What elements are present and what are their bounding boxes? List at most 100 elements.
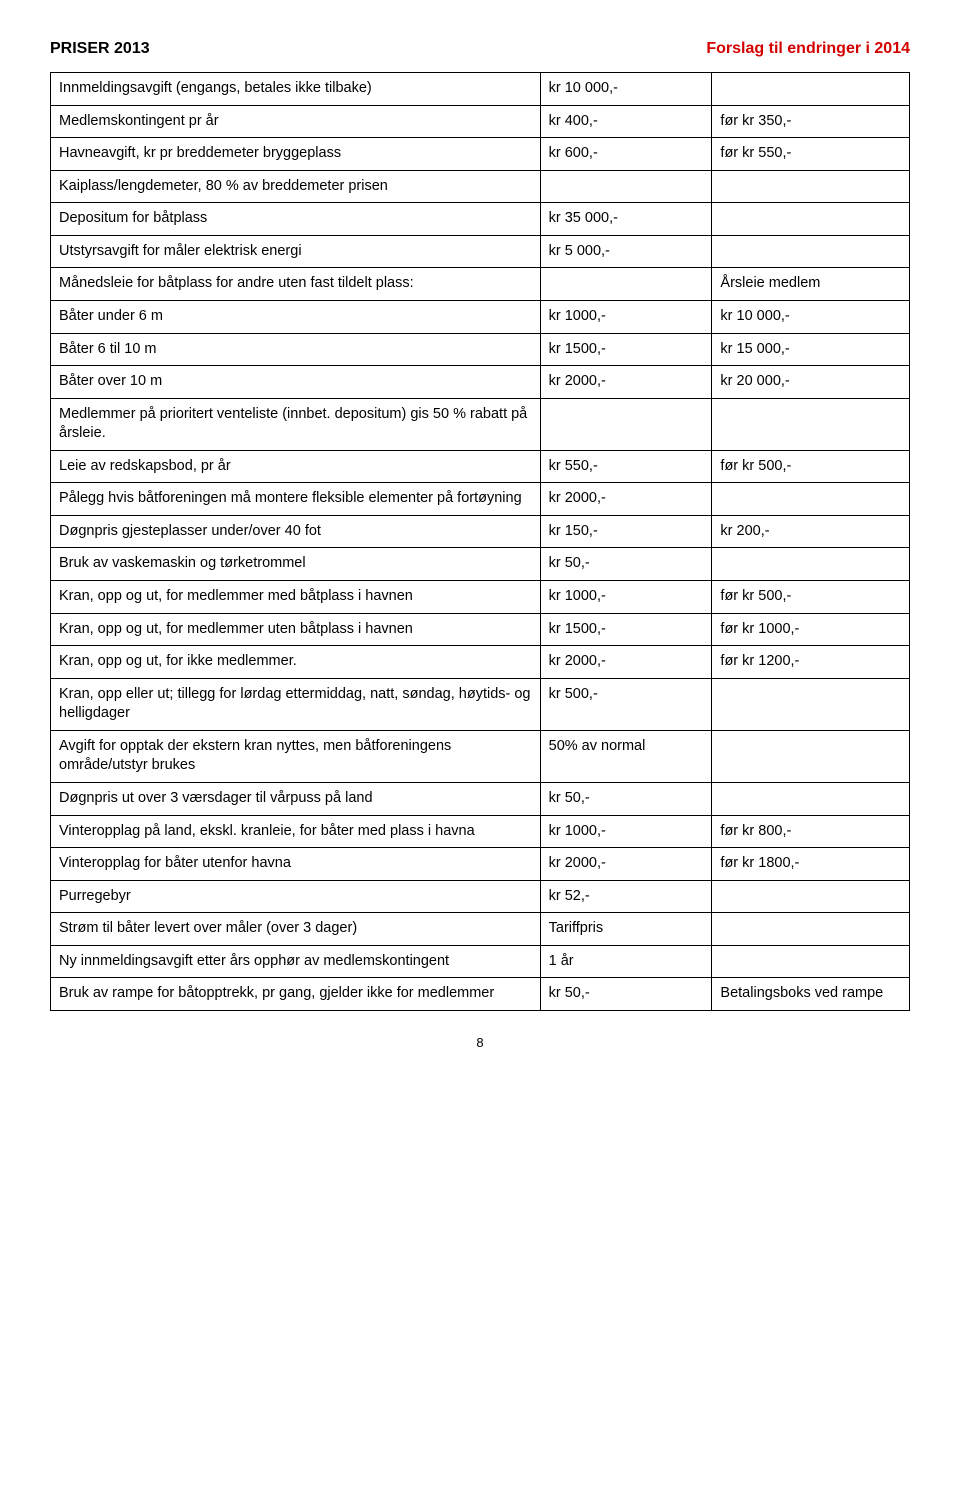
- description-cell: Kran, opp og ut, for medlemmer uten båtp…: [51, 613, 541, 646]
- note-cell: kr 15 000,-: [712, 333, 910, 366]
- table-row: Pålegg hvis båtforeningen må montere fle…: [51, 483, 910, 516]
- table-row: Purregebyrkr 52,-: [51, 880, 910, 913]
- table-row: Innmeldingsavgift (engangs, betales ikke…: [51, 73, 910, 106]
- description-cell: Bruk av rampe for båtopptrekk, pr gang, …: [51, 978, 541, 1011]
- description-cell: Innmeldingsavgift (engangs, betales ikke…: [51, 73, 541, 106]
- price-cell: kr 1000,-: [540, 300, 712, 333]
- price-cell: kr 150,-: [540, 515, 712, 548]
- description-cell: Båter 6 til 10 m: [51, 333, 541, 366]
- table-row: Vinteropplag for båter utenfor havnakr 2…: [51, 848, 910, 881]
- note-cell: før kr 1200,-: [712, 646, 910, 679]
- description-cell: Vinteropplag på land, ekskl. kranleie, f…: [51, 815, 541, 848]
- note-cell: [712, 203, 910, 236]
- description-cell: Depositum for båtplass: [51, 203, 541, 236]
- note-cell: før kr 1800,-: [712, 848, 910, 881]
- table-row: Havneavgift, kr pr breddemeter bryggepla…: [51, 138, 910, 171]
- description-cell: Kaiplass/lengdemeter, 80 % av breddemete…: [51, 170, 541, 203]
- table-row: Medlemmer på prioritert venteliste (innb…: [51, 398, 910, 450]
- description-cell: Medlemmer på prioritert venteliste (innb…: [51, 398, 541, 450]
- description-cell: Månedsleie for båtplass for andre uten f…: [51, 268, 541, 301]
- price-cell: kr 1000,-: [540, 815, 712, 848]
- description-cell: Purregebyr: [51, 880, 541, 913]
- table-row: Kran, opp og ut, for medlemmer uten båtp…: [51, 613, 910, 646]
- table-row: Vinteropplag på land, ekskl. kranleie, f…: [51, 815, 910, 848]
- price-cell: kr 1000,-: [540, 581, 712, 614]
- note-cell: [712, 170, 910, 203]
- price-cell: [540, 398, 712, 450]
- price-cell: kr 2000,-: [540, 848, 712, 881]
- price-cell: kr 2000,-: [540, 366, 712, 399]
- table-row: Bruk av rampe for båtopptrekk, pr gang, …: [51, 978, 910, 1011]
- note-cell: kr 200,-: [712, 515, 910, 548]
- description-cell: Havneavgift, kr pr breddemeter bryggepla…: [51, 138, 541, 171]
- table-row: Båter under 6 mkr 1000,-kr 10 000,-: [51, 300, 910, 333]
- note-cell: [712, 880, 910, 913]
- note-cell: Betalingsboks ved rampe: [712, 978, 910, 1011]
- note-cell: [712, 398, 910, 450]
- price-cell: kr 550,-: [540, 450, 712, 483]
- price-cell: kr 52,-: [540, 880, 712, 913]
- note-cell: [712, 73, 910, 106]
- note-cell: [712, 235, 910, 268]
- description-cell: Ny innmeldingsavgift etter års opphør av…: [51, 945, 541, 978]
- table-row: Ny innmeldingsavgift etter års opphør av…: [51, 945, 910, 978]
- note-cell: før kr 350,-: [712, 105, 910, 138]
- price-cell: kr 1500,-: [540, 333, 712, 366]
- note-cell: før kr 1000,-: [712, 613, 910, 646]
- description-cell: Strøm til båter levert over måler (over …: [51, 913, 541, 946]
- table-row: Utstyrsavgift for måler elektrisk energi…: [51, 235, 910, 268]
- price-cell: kr 1500,-: [540, 613, 712, 646]
- description-cell: Utstyrsavgift for måler elektrisk energi: [51, 235, 541, 268]
- note-cell: kr 20 000,-: [712, 366, 910, 399]
- header-left-title: PRISER 2013: [50, 40, 150, 58]
- note-cell: [712, 548, 910, 581]
- description-cell: Vinteropplag for båter utenfor havna: [51, 848, 541, 881]
- table-row: Kran, opp eller ut; tillegg for lørdag e…: [51, 678, 910, 730]
- price-cell: kr 400,-: [540, 105, 712, 138]
- table-row: Depositum for båtplasskr 35 000,-: [51, 203, 910, 236]
- note-cell: [712, 483, 910, 516]
- note-cell: [712, 913, 910, 946]
- price-cell: kr 50,-: [540, 782, 712, 815]
- price-cell: 50% av normal: [540, 730, 712, 782]
- table-row: Kran, opp og ut, for medlemmer med båtpl…: [51, 581, 910, 614]
- table-row: Døgnpris ut over 3 værsdager til vårpuss…: [51, 782, 910, 815]
- note-cell: [712, 678, 910, 730]
- price-cell: kr 600,-: [540, 138, 712, 171]
- description-cell: Båter over 10 m: [51, 366, 541, 399]
- price-cell: kr 5 000,-: [540, 235, 712, 268]
- description-cell: Døgnpris ut over 3 værsdager til vårpuss…: [51, 782, 541, 815]
- price-cell: Tariffpris: [540, 913, 712, 946]
- price-cell: kr 50,-: [540, 978, 712, 1011]
- price-cell: 1 år: [540, 945, 712, 978]
- description-cell: Pålegg hvis båtforeningen må montere fle…: [51, 483, 541, 516]
- table-row: Kaiplass/lengdemeter, 80 % av breddemete…: [51, 170, 910, 203]
- description-cell: Kran, opp og ut, for medlemmer med båtpl…: [51, 581, 541, 614]
- price-cell: kr 500,-: [540, 678, 712, 730]
- price-cell: kr 10 000,-: [540, 73, 712, 106]
- note-cell: Årsleie medlem: [712, 268, 910, 301]
- description-cell: Medlemskontingent pr år: [51, 105, 541, 138]
- document-header: PRISER 2013 Forslag til endringer i 2014: [50, 40, 910, 58]
- price-cell: kr 35 000,-: [540, 203, 712, 236]
- table-row: Båter 6 til 10 mkr 1500,-kr 15 000,-: [51, 333, 910, 366]
- table-row: Bruk av vaskemaskin og tørketrommelkr 50…: [51, 548, 910, 581]
- price-cell: [540, 170, 712, 203]
- price-cell: kr 2000,-: [540, 646, 712, 679]
- description-cell: Avgift for opptak der ekstern kran nytte…: [51, 730, 541, 782]
- table-row: Medlemskontingent pr årkr 400,-før kr 35…: [51, 105, 910, 138]
- header-right-title: Forslag til endringer i 2014: [706, 40, 910, 58]
- note-cell: [712, 945, 910, 978]
- price-cell: kr 50,-: [540, 548, 712, 581]
- table-row: Kran, opp og ut, for ikke medlemmer.kr 2…: [51, 646, 910, 679]
- note-cell: før kr 800,-: [712, 815, 910, 848]
- description-cell: Båter under 6 m: [51, 300, 541, 333]
- description-cell: Kran, opp og ut, for ikke medlemmer.: [51, 646, 541, 679]
- table-row: Døgnpris gjesteplasser under/over 40 fot…: [51, 515, 910, 548]
- price-cell: [540, 268, 712, 301]
- table-row: Avgift for opptak der ekstern kran nytte…: [51, 730, 910, 782]
- page-number: 8: [50, 1035, 910, 1050]
- table-row: Leie av redskapsbod, pr årkr 550,-før kr…: [51, 450, 910, 483]
- note-cell: [712, 782, 910, 815]
- note-cell: [712, 730, 910, 782]
